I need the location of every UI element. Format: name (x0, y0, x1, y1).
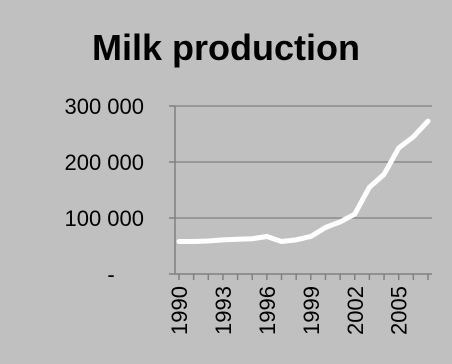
data-point (324, 226, 327, 229)
data-point (412, 135, 415, 138)
data-point (397, 147, 400, 149)
x-axis-tick-labels: 1990 1993 1996 1999 2002 2005 (167, 286, 412, 335)
data-point (295, 238, 298, 241)
y-tick-label: 100 000 (64, 206, 144, 231)
data-point (309, 235, 312, 238)
series-line (176, 118, 431, 245)
x-tick-label: 1990 (167, 286, 192, 335)
data-point (353, 213, 356, 216)
data-point (192, 240, 195, 243)
chart-title: Milk production (92, 27, 360, 68)
data-point (178, 240, 180, 243)
y-tick-label: 200 000 (64, 150, 144, 175)
y-tick-label: 300 000 (64, 94, 144, 119)
axes (169, 105, 432, 280)
series-layer (176, 118, 431, 245)
data-point (251, 237, 254, 240)
data-point (339, 220, 342, 223)
data-point (236, 238, 239, 241)
x-tick-label: 2002 (343, 286, 368, 335)
x-tick-label: 1996 (255, 286, 280, 335)
y-axis-tick-labels: - 100 000 200 000 300 000 (64, 94, 144, 287)
x-tick-label: 2005 (387, 286, 412, 335)
data-point (427, 120, 429, 123)
x-tick-label: 1999 (299, 286, 324, 335)
data-point (383, 173, 386, 176)
data-point (221, 238, 224, 241)
y-tick-label: - (107, 262, 114, 287)
data-point (280, 240, 283, 243)
data-point (207, 239, 210, 242)
data-point (265, 235, 268, 238)
x-tick-label: 1993 (211, 286, 236, 335)
data-point (368, 186, 371, 189)
